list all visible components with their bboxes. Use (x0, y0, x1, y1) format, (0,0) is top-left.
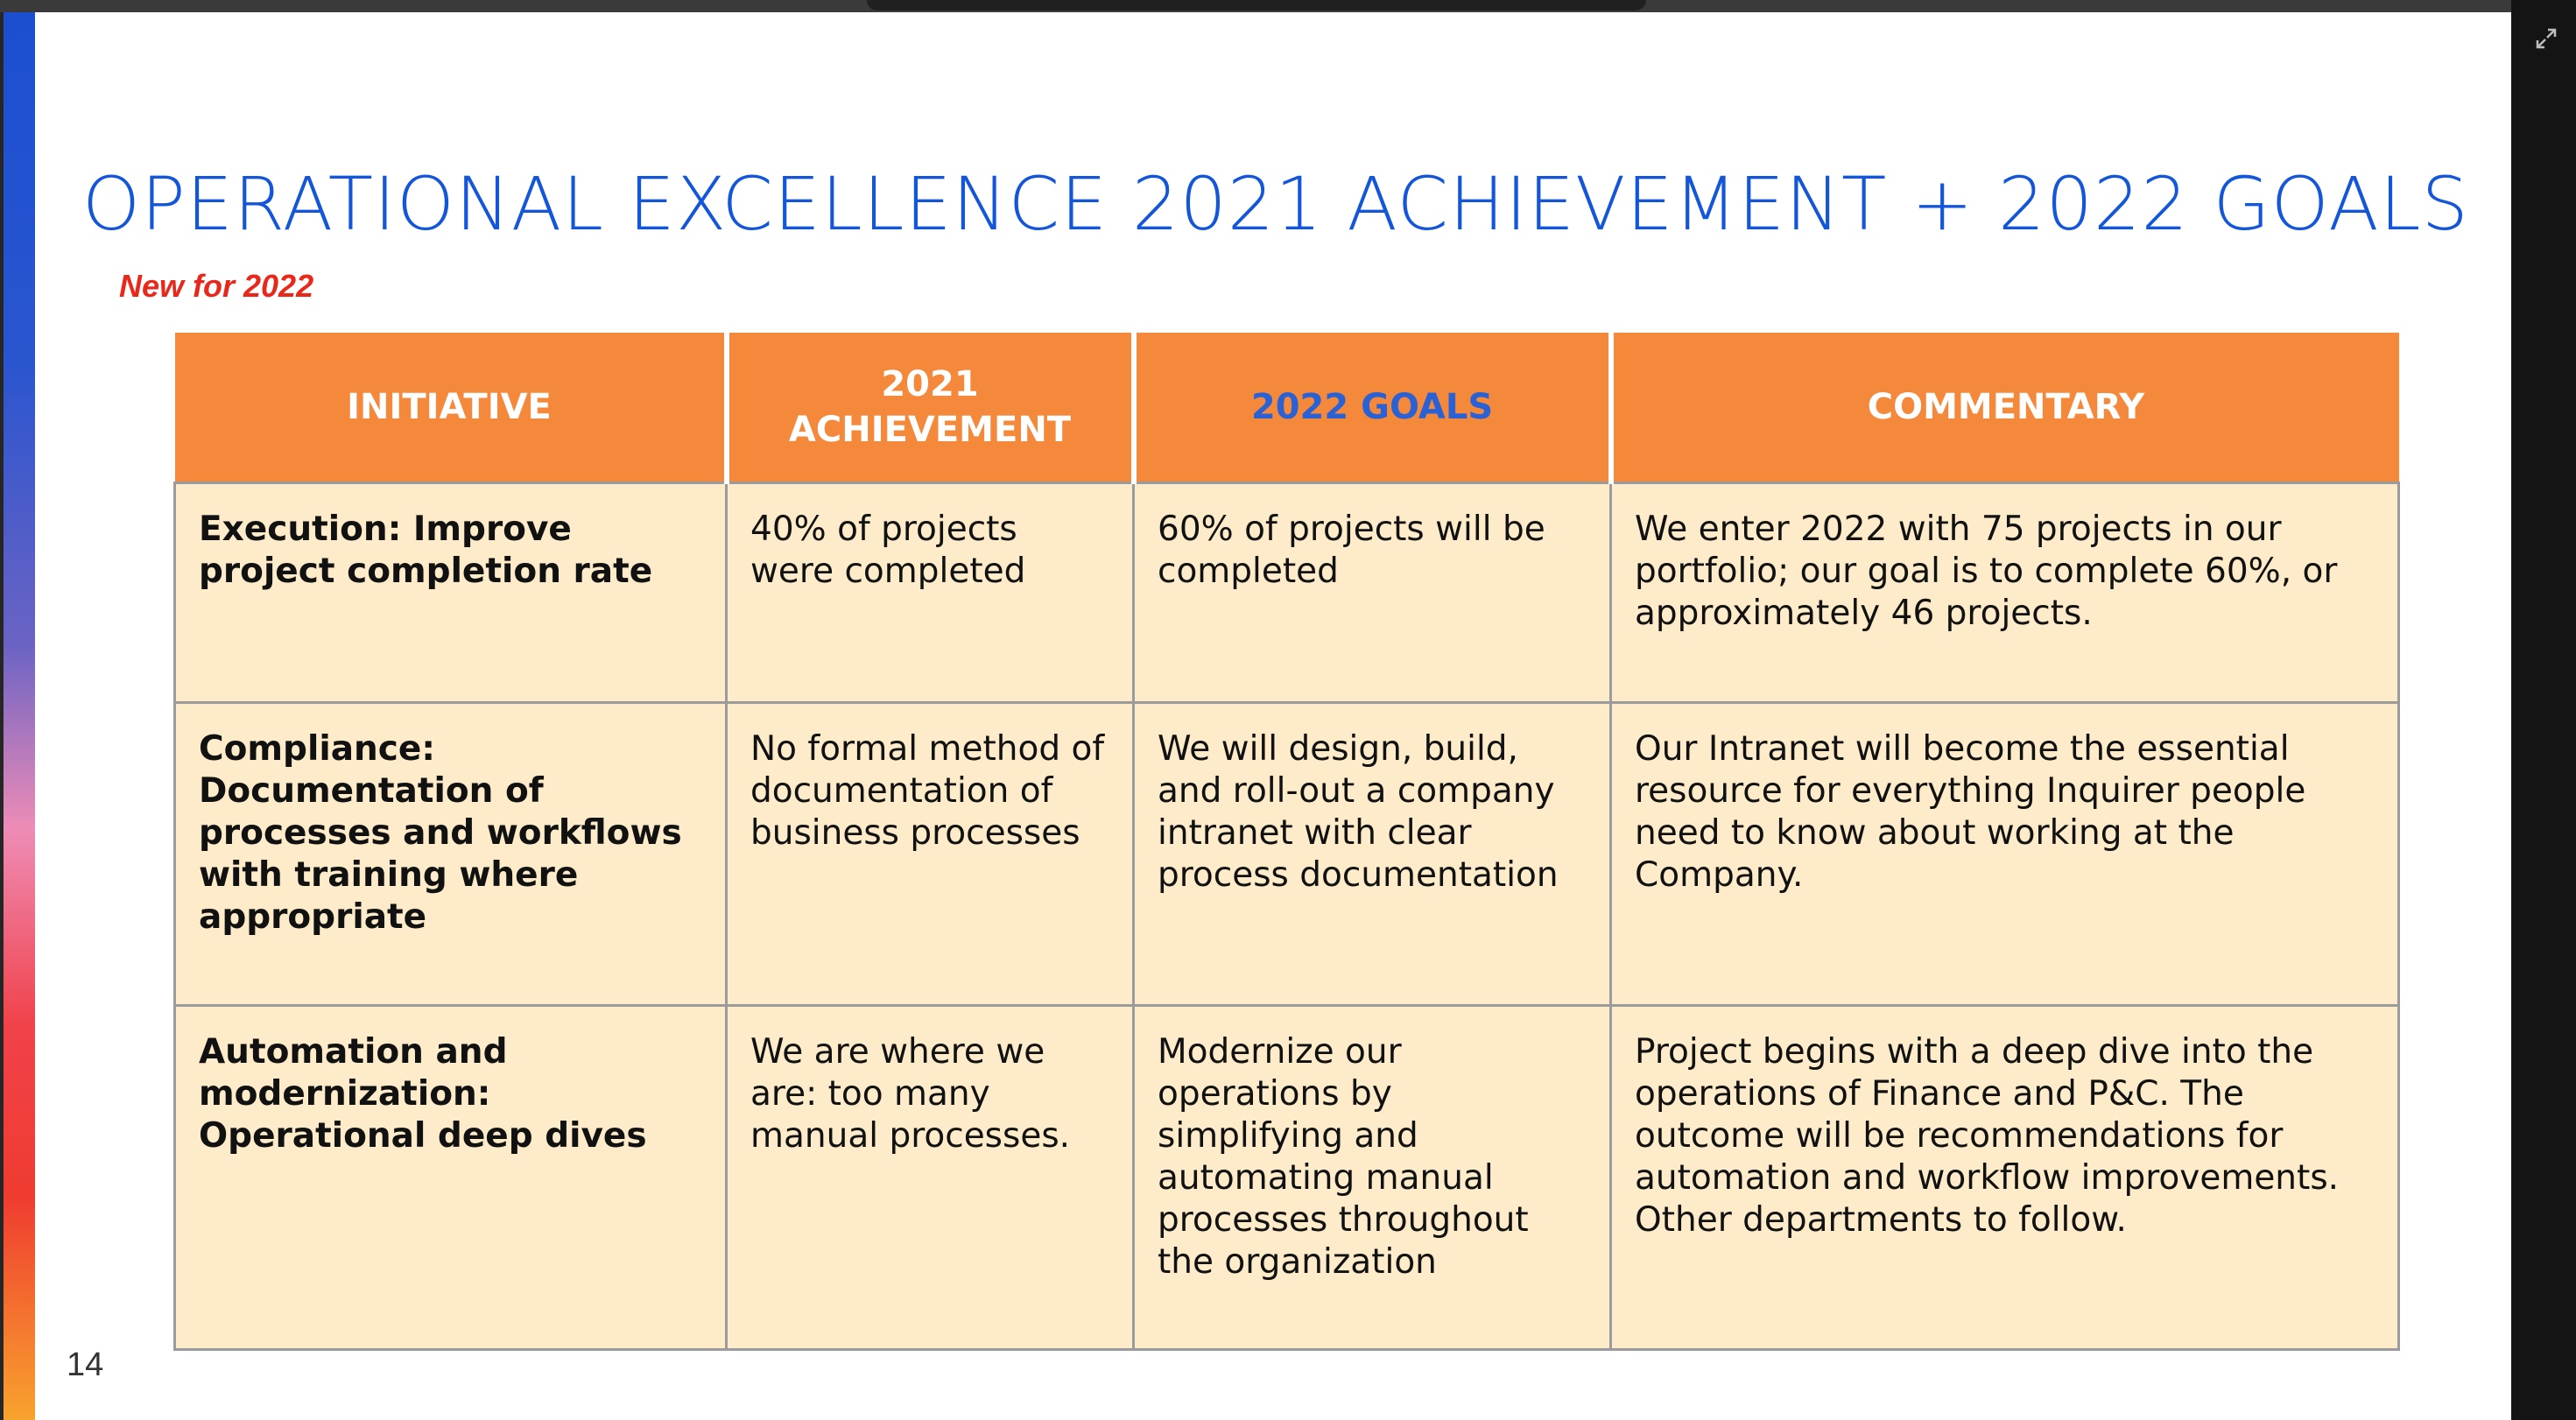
viewer-top-shadow (867, 0, 1646, 11)
commentary-cell: Our Intranet will become the essential r… (1609, 701, 2400, 1007)
table-row: Compliance: Documentation of processes a… (173, 701, 2400, 1007)
expand-icon[interactable] (2534, 26, 2558, 51)
header-2021-achievement: 2021 ACHIEVEMENT (723, 333, 1137, 483)
slide-accent-bar (4, 12, 35, 1420)
achievement-cell: We are where we are: too many manual pro… (725, 1004, 1135, 1351)
header-commentary: COMMENTARY (1608, 333, 2399, 483)
achievement-cell: 40% of projects were completed (725, 482, 1135, 704)
goals-cell: 60% of projects will be completed (1132, 482, 1612, 704)
header-2022-goals: 2022 GOALS (1130, 333, 1614, 483)
viewer-side-panel (2511, 0, 2576, 1420)
slide: OPERATIONAL EXCELLENCE 2021 ACHIEVEMENT … (4, 12, 2511, 1420)
table-row: Execution: Improve project completion ra… (173, 482, 2400, 704)
achievement-cell: No formal method of documentation of bus… (725, 701, 1135, 1007)
initiative-cell: Compliance: Documentation of processes a… (173, 701, 728, 1007)
initiative-cell: Automation and modernization: Operationa… (173, 1004, 728, 1351)
table-header-row: INITIATIVE 2021 ACHIEVEMENT 2022 GOALS C… (174, 333, 2399, 483)
goals-cell: We will design, build, and roll-out a co… (1132, 701, 1612, 1007)
goals-table: INITIATIVE 2021 ACHIEVEMENT 2022 GOALS C… (173, 333, 2400, 1351)
page-number: 14 (67, 1346, 104, 1383)
commentary-cell: Project begins with a deep dive into the… (1609, 1004, 2400, 1351)
new-note: New for 2022 (119, 268, 314, 304)
header-initiative: INITIATIVE (174, 333, 729, 483)
table-row: Automation and modernization: Operationa… (173, 1004, 2400, 1351)
slide-title: OPERATIONAL EXCELLENCE 2021 ACHIEVEMENT … (82, 161, 2469, 247)
commentary-cell: We enter 2022 with 75 projects in our po… (1609, 482, 2400, 704)
initiative-cell: Execution: Improve project completion ra… (173, 482, 728, 704)
goals-cell: Modernize our operations by simplifying … (1132, 1004, 1612, 1351)
